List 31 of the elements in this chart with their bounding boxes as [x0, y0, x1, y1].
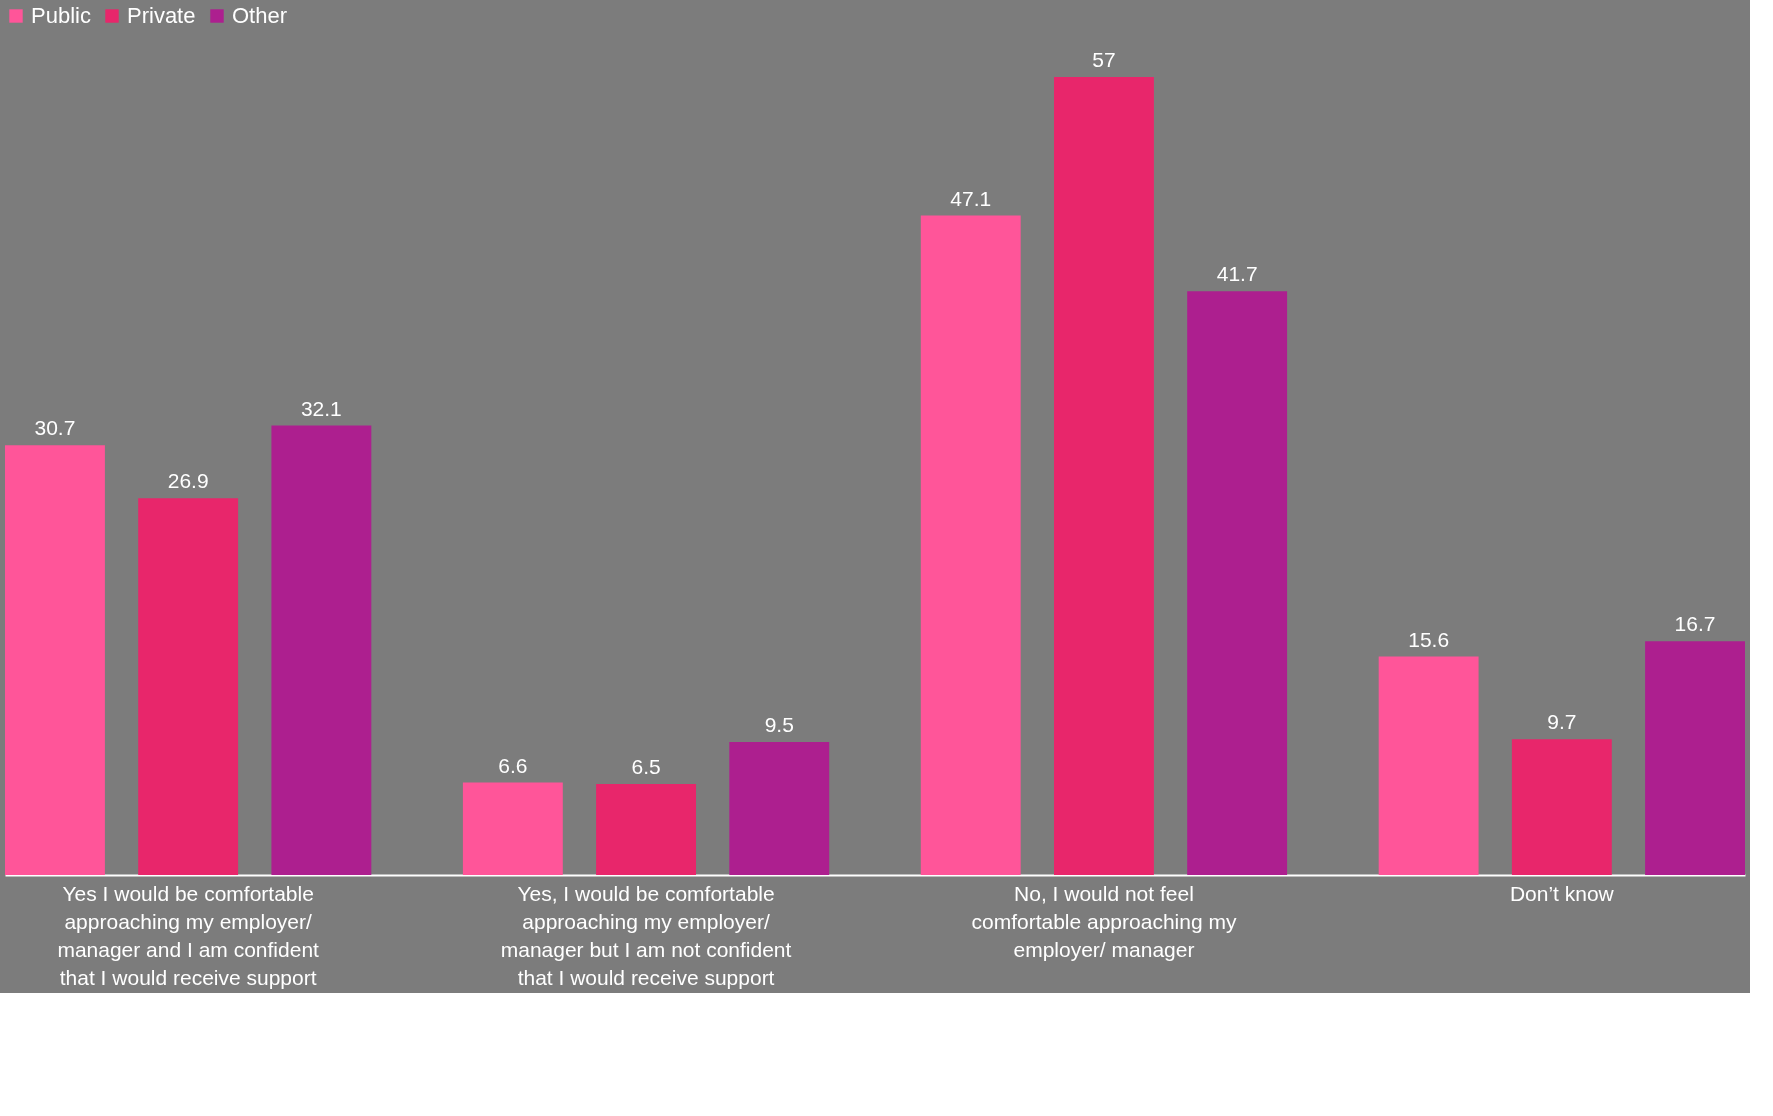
data-label: 6.6	[498, 753, 528, 777]
data-label: 16.7	[1674, 612, 1716, 636]
legend-label: Public	[31, 3, 91, 28]
bar	[1511, 739, 1612, 875]
data-label: 32.1	[300, 396, 342, 420]
bar	[1187, 291, 1288, 875]
x-tick-label: Don’t know	[1509, 881, 1615, 905]
bar	[596, 783, 696, 875]
x-tick-label: No, I would not feel comfortable approaching my employer/ manager	[971, 881, 1237, 961]
bar	[1054, 76, 1154, 875]
bar	[271, 425, 372, 875]
data-label: 30.7	[34, 416, 76, 440]
bar	[1378, 656, 1479, 875]
bar	[729, 741, 830, 875]
data-label: 47.1	[950, 186, 992, 210]
data-label: 9.5	[764, 712, 794, 736]
legend-label: Other	[232, 3, 288, 28]
data-label: 57	[1092, 47, 1116, 71]
bar	[138, 498, 239, 875]
x-tick-label: Yes I would be comfortable approaching my employer/ manager and I am confident that I would receive support	[57, 881, 320, 989]
bar	[5, 445, 105, 875]
data-label: 6.5	[631, 754, 661, 778]
bar	[462, 782, 563, 875]
bar	[920, 215, 1021, 875]
data-label: 15.6	[1408, 627, 1450, 651]
bar	[1645, 641, 1745, 875]
legend-label: Private	[127, 3, 196, 28]
data-label: 26.9	[167, 469, 209, 493]
x-tick-label: Yes, I would be comfortable approaching my employer/ manager but I am not confident that I would receive support	[500, 881, 792, 989]
data-label: 9.7	[1547, 710, 1577, 734]
data-label: 41.7	[1216, 262, 1258, 286]
